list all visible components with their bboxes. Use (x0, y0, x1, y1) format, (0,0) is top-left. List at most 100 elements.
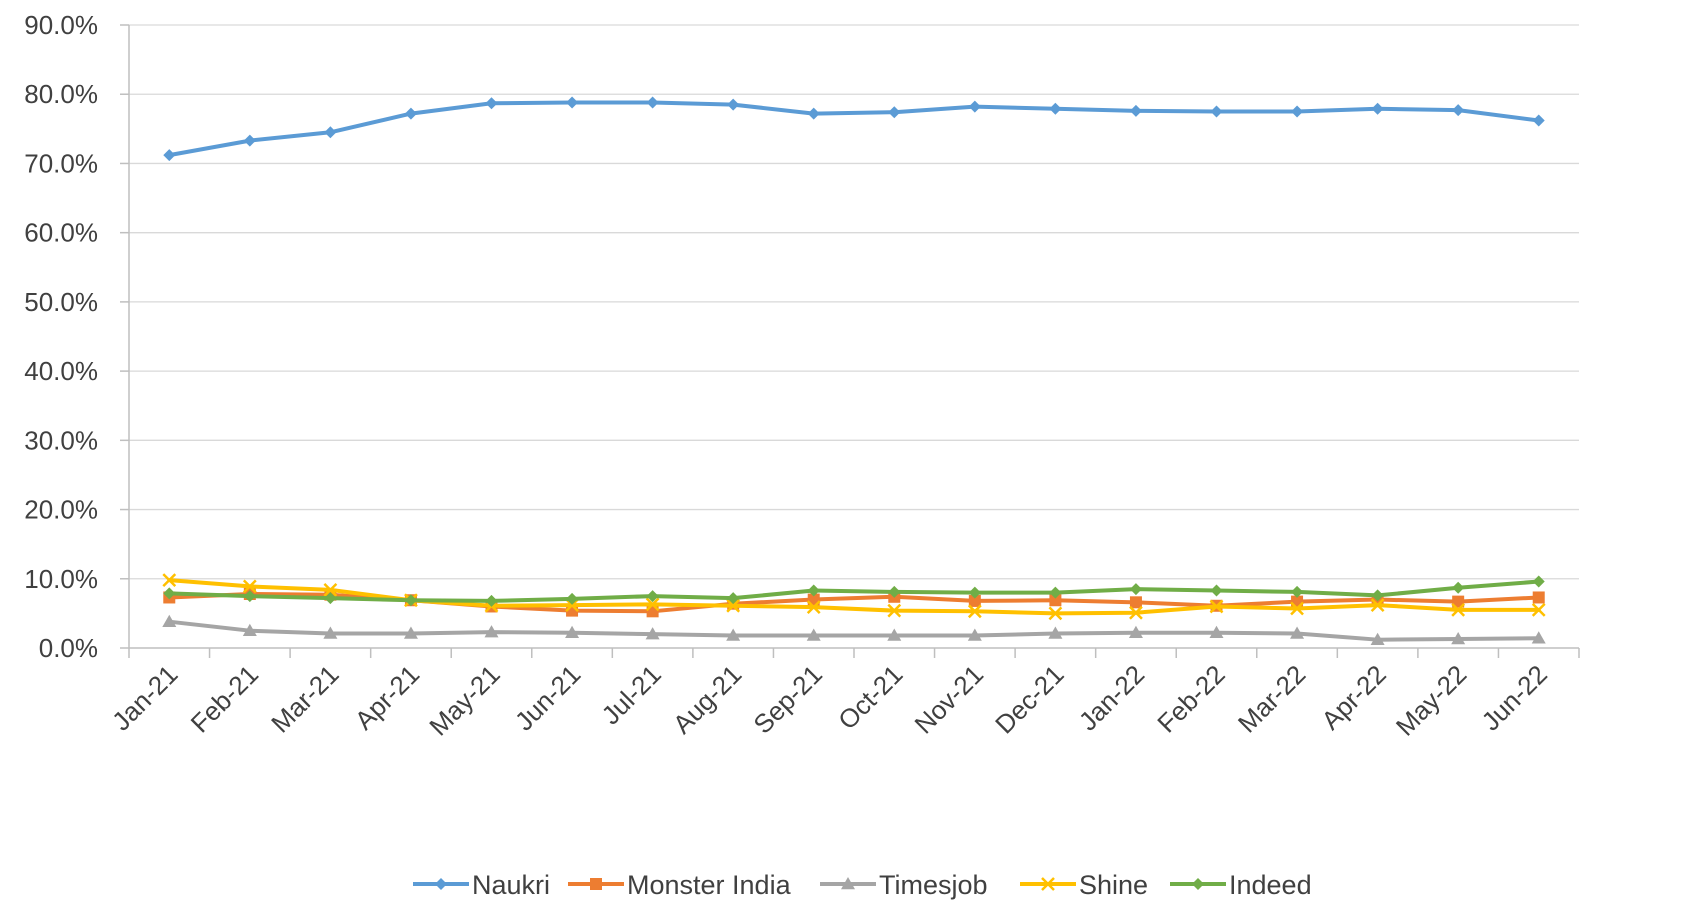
data-point (1048, 626, 1063, 639)
data-point (1290, 601, 1304, 616)
data-point (1451, 603, 1466, 617)
x-tick-label: Jun-22 (1476, 659, 1553, 736)
data-point (323, 626, 338, 639)
data-point (1049, 586, 1062, 599)
data-point (323, 582, 338, 597)
data-point (967, 604, 982, 619)
data-point (727, 98, 740, 111)
x-tick-label: Feb-21 (185, 659, 264, 738)
data-point (1452, 595, 1465, 608)
data-point (646, 590, 659, 603)
legend-item: Indeed (1170, 870, 1312, 900)
series-timesjob (162, 614, 1546, 645)
x-tick-label: Aug-21 (667, 659, 747, 739)
data-point (1129, 583, 1142, 596)
data-point (645, 597, 660, 612)
x-tick-label: Jul-21 (596, 659, 667, 730)
legend-swatch-marker (590, 878, 602, 890)
data-point (1371, 589, 1384, 602)
data-point (404, 107, 417, 120)
x-tick-label: Jan-22 (1073, 659, 1150, 736)
data-point (565, 598, 579, 612)
legend-item: Shine (1020, 870, 1148, 900)
data-point (242, 579, 257, 594)
data-point (806, 628, 821, 641)
series-line (167, 100, 1541, 158)
y-axis-tick-labels: 0.0% 10.0% 20.0% 30.0% 40.0% 50.0% 60.0% 70.0% 8… (24, 10, 98, 663)
data-point (485, 594, 498, 607)
y-tick-label: 90.0% (24, 10, 98, 40)
axes (120, 24, 1580, 658)
data-point (1209, 625, 1224, 639)
legend-swatch-marker (435, 878, 447, 890)
data-point (968, 100, 981, 113)
data-point (1128, 625, 1143, 639)
data-point (727, 592, 740, 605)
data-point (1452, 104, 1465, 117)
data-point (566, 592, 579, 605)
data-point (1209, 599, 1224, 614)
data-point (807, 107, 820, 120)
x-tick-label: Sep-21 (747, 659, 827, 739)
series-line (167, 579, 1541, 603)
data-point (1129, 605, 1143, 620)
data-point (1532, 114, 1545, 127)
data-point (242, 623, 257, 636)
data-point (1370, 598, 1385, 612)
legend: Naukri Monster India Timesjob Shine Indeed (413, 870, 1312, 900)
x-tick-label: Mar-21 (265, 659, 344, 738)
data-point (1532, 575, 1545, 588)
x-tick-label: Nov-21 (909, 659, 989, 739)
data-point (807, 584, 820, 597)
legend-swatch-marker (1041, 877, 1055, 891)
data-point (887, 628, 902, 641)
legend-item: Naukri (413, 870, 550, 900)
legend-swatch-marker (841, 877, 855, 890)
x-tick-label: May-21 (423, 659, 506, 742)
data-point (806, 600, 821, 615)
data-point (1049, 102, 1062, 115)
legend-item: Monster India (568, 870, 792, 900)
x-tick-label: Mar-22 (1232, 659, 1311, 738)
data-point (1290, 626, 1305, 639)
y-tick-label: 50.0% (24, 287, 98, 317)
data-point (324, 592, 337, 605)
data-point (1049, 594, 1062, 607)
data-point (1048, 606, 1063, 621)
series-lines (162, 96, 1546, 645)
data-point (645, 627, 660, 640)
data-point (1129, 104, 1142, 117)
data-point (162, 573, 177, 588)
data-point (1291, 105, 1304, 118)
data-point (162, 614, 177, 627)
y-tick-label: 10.0% (24, 564, 98, 594)
data-point (404, 594, 417, 607)
data-point (566, 96, 579, 109)
x-tick-label: Dec-21 (989, 659, 1069, 739)
data-point (1532, 591, 1545, 604)
data-point (888, 585, 901, 598)
legend-label: Naukri (472, 870, 550, 900)
data-point (646, 96, 659, 109)
x-tick-label: Apr-21 (349, 659, 425, 735)
x-tick-label: Jun-21 (509, 659, 586, 736)
x-tick-label: May-22 (1390, 659, 1473, 742)
data-point (324, 126, 337, 139)
data-point (1210, 584, 1223, 597)
series-naukri (163, 96, 1545, 162)
series-indeed (163, 575, 1545, 607)
x-tick-label: Jan-21 (106, 659, 183, 736)
legend-swatch-marker (1192, 878, 1204, 890)
data-point (1370, 632, 1385, 645)
legend-item: Timesjob (820, 870, 988, 900)
x-tick-label: Oct-21 (832, 659, 908, 735)
data-point (1451, 632, 1466, 645)
y-tick-label: 80.0% (24, 79, 98, 109)
data-point (1129, 596, 1142, 609)
y-tick-label: 40.0% (24, 356, 98, 386)
data-point (1531, 631, 1546, 644)
y-tick-label: 0.0% (39, 633, 98, 663)
data-point (243, 134, 256, 147)
x-tick-label: Feb-22 (1151, 659, 1230, 738)
data-point (1291, 585, 1304, 598)
